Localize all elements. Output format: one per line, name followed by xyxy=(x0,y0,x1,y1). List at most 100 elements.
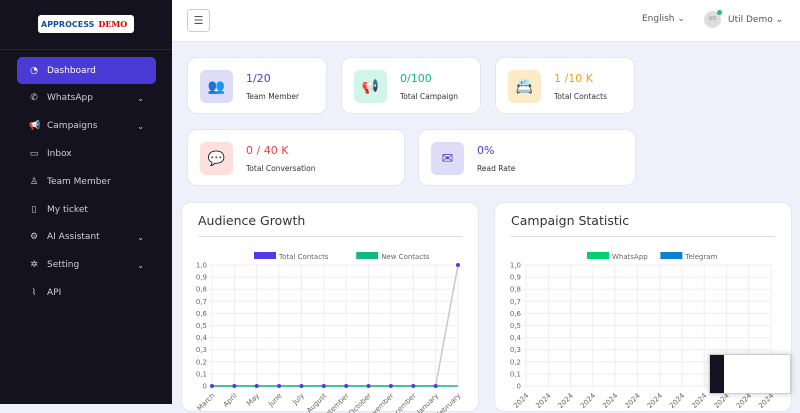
x-tick-label: 2024 xyxy=(646,391,665,410)
online-indicator xyxy=(717,10,722,15)
legend-label: WhatsApp xyxy=(612,253,648,261)
y-tick-label: 0,4 xyxy=(196,334,208,342)
y-tick-label: 0,8 xyxy=(510,286,521,294)
stat-card-total-contacts: 📇 1 /10 K Total Contacts xyxy=(495,57,635,114)
logo-text: APPROCESS xyxy=(41,19,95,29)
y-tick-label: 0,4 xyxy=(510,334,522,342)
gear-icon: ✲ xyxy=(30,260,38,271)
total-contacts-icon: 📇 xyxy=(508,70,541,103)
y-tick-label: 0,5 xyxy=(510,322,521,330)
sidebar-item-label: Campaigns xyxy=(47,121,98,132)
data-point xyxy=(411,384,416,388)
stat-card-team-member: 👥 1/20 Team Member xyxy=(187,57,327,114)
x-tick-label: 2024 xyxy=(624,391,643,410)
legend-label: Telegram xyxy=(684,253,717,261)
data-point xyxy=(210,384,214,388)
sidebar-item-inbox[interactable]: ▭ Inbox xyxy=(17,140,156,167)
y-tick-label: 1,0 xyxy=(510,262,521,270)
legend-swatch xyxy=(254,252,276,259)
x-tick-label: 2024 xyxy=(713,391,732,410)
y-tick-label: 0,7 xyxy=(510,298,521,306)
x-tick-label: January xyxy=(415,392,440,413)
x-tick-label: 2024 xyxy=(668,391,687,410)
x-tick-label: 2024 xyxy=(512,391,531,410)
legend-swatch xyxy=(356,252,379,259)
x-tick-label: June xyxy=(266,392,283,409)
menu-toggle-button[interactable]: ☰ xyxy=(187,9,210,32)
user-icon: ♙ xyxy=(29,176,39,187)
sidebar-item-team-member[interactable]: ♙ Team Member xyxy=(17,168,156,195)
y-tick-label: 1,0 xyxy=(196,262,207,270)
x-tick-label: 2024 xyxy=(690,391,709,410)
y-tick-label: 0 xyxy=(203,383,207,391)
sidebar-item-campaigns[interactable]: 📢 Campaigns ⌄ xyxy=(17,113,156,140)
data-point xyxy=(254,384,259,388)
y-tick-label: 0,9 xyxy=(510,274,521,282)
x-tick-label: 2024 xyxy=(557,391,576,410)
x-tick-label: 2024 xyxy=(735,391,754,410)
stat-label: Total Contacts xyxy=(554,92,607,101)
sidebar-item-label: AI Assistant xyxy=(47,232,100,243)
audience-growth-panel: Audience Growth Total Contacts New Contac… xyxy=(181,202,479,413)
sidebar-item-my-ticket[interactable]: ▯ My ticket xyxy=(17,196,156,223)
x-tick-label: 2024 xyxy=(601,391,620,410)
sidebar-item-dashboard[interactable]: ◔ Dashboard xyxy=(17,57,156,84)
sidebar-item-setting[interactable]: ✲ Setting ⌄ xyxy=(17,252,156,279)
total-conversation-icon: 💬 xyxy=(200,142,233,175)
avatar: UD xyxy=(704,10,722,28)
stat-card-total-campaign: 📢 0/100 Total Campaign xyxy=(341,57,481,114)
paperclip-icon: ⌇ xyxy=(31,287,37,298)
user-name: Util Demo xyxy=(728,14,773,25)
screenshot-thumbnail[interactable] xyxy=(709,354,791,394)
stat-label: Total Conversation xyxy=(246,164,316,173)
chevron-down-icon: ⌄ xyxy=(677,14,685,24)
gauge-icon: ◔ xyxy=(30,65,38,76)
x-tick-label: October xyxy=(347,392,373,413)
stat-value: 0/100 xyxy=(400,72,432,85)
language-label: English xyxy=(642,14,675,24)
y-tick-label: 0,3 xyxy=(510,346,521,354)
logo[interactable]: APPROCESS DEMO xyxy=(38,15,134,33)
data-point xyxy=(321,384,326,388)
legend-label: Total Contacts xyxy=(278,253,329,261)
y-tick-label: 0,1 xyxy=(510,370,521,378)
stat-card-total-conversation: 💬 0 / 40 K Total Conversation xyxy=(187,129,405,186)
sidebar-item-label: WhatsApp xyxy=(47,93,93,104)
legend-label: New Contacts xyxy=(381,253,430,261)
y-tick-label: 0,1 xyxy=(196,370,207,378)
sidebar-item-label: My ticket xyxy=(47,204,88,215)
x-tick-label: 2024 xyxy=(534,391,553,410)
logo-demo-overlay: DEMO xyxy=(98,19,128,29)
x-tick-label: August xyxy=(305,392,328,413)
language-select[interactable]: English ⌄ xyxy=(642,14,685,24)
chat-icon: ▭ xyxy=(29,148,39,159)
chevron-down-icon: ⌄ xyxy=(137,232,144,242)
stat-label: Total Campaign xyxy=(400,92,458,101)
y-tick-label: 0,2 xyxy=(196,358,207,366)
y-tick-label: 0,6 xyxy=(196,310,208,318)
y-tick-label: 0,8 xyxy=(196,286,207,294)
legend-swatch xyxy=(660,252,683,259)
user-menu[interactable]: UD Util Demo ⌄ xyxy=(704,10,783,28)
x-tick-label: February xyxy=(435,392,463,413)
divider xyxy=(0,49,172,50)
data-point xyxy=(366,384,371,388)
stat-label: Team Member xyxy=(246,92,300,101)
x-tick-label: April xyxy=(222,392,239,409)
sidebar-item-ai-assistant[interactable]: ⚙ AI Assistant ⌄ xyxy=(17,224,156,251)
sidebar-item-label: Setting xyxy=(47,260,80,271)
sidebar-item-whatsapp[interactable]: ✆ WhatsApp ⌄ xyxy=(17,85,156,112)
sidebar-item-api[interactable]: ⌇ API xyxy=(17,279,156,306)
sidebar-item-label: Team Member xyxy=(47,176,111,187)
data-point xyxy=(277,384,282,388)
read-rate-icon: ✉ xyxy=(431,142,464,175)
chevron-down-icon: ⌄ xyxy=(137,121,144,131)
y-tick-label: 0,9 xyxy=(196,274,207,282)
sidebar-item-label: Inbox xyxy=(47,148,72,159)
chevron-down-icon: ⌄ xyxy=(137,260,144,270)
data-point xyxy=(232,384,237,388)
ticket-icon: ▯ xyxy=(31,204,37,215)
y-tick-label: 0 xyxy=(517,383,521,391)
x-tick-label: May xyxy=(245,392,261,408)
data-point xyxy=(388,384,393,388)
